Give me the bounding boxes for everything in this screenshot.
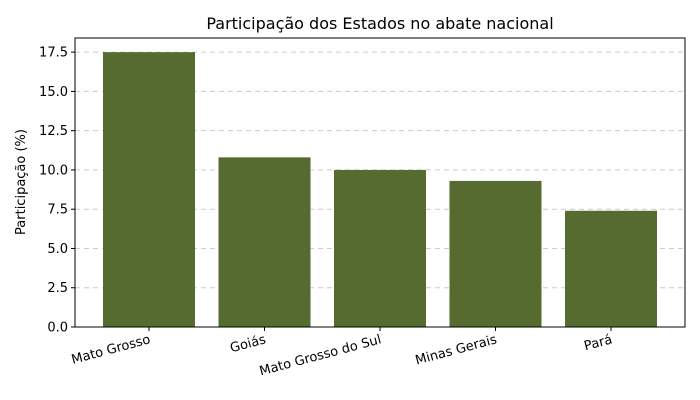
y-tick-label: 15.0 <box>39 85 68 100</box>
x-tick-label: Goiás <box>229 332 268 356</box>
x-tick-label: Mato Grosso do Sul <box>258 332 383 379</box>
y-tick-label: 5.0 <box>47 242 68 257</box>
y-tick-label: 12.5 <box>39 124 68 139</box>
y-tick-label: 7.5 <box>47 203 68 218</box>
y-tick-label: 17.5 <box>39 46 68 61</box>
chart-title: Participação dos Estados no abate nacion… <box>206 14 553 33</box>
bar <box>565 210 657 327</box>
bar <box>334 169 426 327</box>
y-ticks-layer: 0.0 2.5 5.0 7.5 10.0 12.5 15.0 17.5 <box>39 46 75 336</box>
bar <box>103 52 195 328</box>
bar <box>218 157 311 327</box>
y-axis-label: Participação (%) <box>14 129 29 235</box>
y-tick-label: 2.5 <box>47 281 68 296</box>
x-tick-label: Mato Grosso <box>70 332 152 367</box>
plot-frame <box>74 37 686 328</box>
x-tick-label: Minas Gerais <box>414 332 499 368</box>
y-tick-label: 10.0 <box>39 163 68 178</box>
x-tick-label: Pará <box>583 332 614 354</box>
bar <box>449 180 542 327</box>
y-tick-label: 0.0 <box>47 321 68 336</box>
bars-layer <box>103 52 657 328</box>
